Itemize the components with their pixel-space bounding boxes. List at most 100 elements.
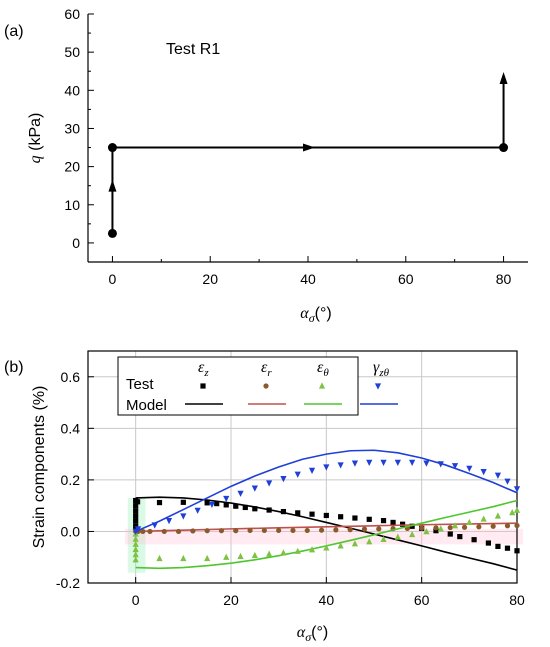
data-point (208, 501, 216, 508)
data-point (290, 527, 296, 534)
y-tick-label: 0 (72, 235, 80, 251)
y-tick-label: 40 (64, 82, 80, 98)
x-axis-label-sub: σ (305, 630, 312, 644)
data-point (394, 533, 401, 540)
y-tick-label: -0.2 (56, 575, 80, 591)
data-point (223, 502, 229, 508)
data-point (447, 524, 453, 531)
data-point (366, 459, 373, 466)
data-point (156, 499, 163, 506)
data-point (251, 551, 258, 559)
y-tick-label: 0.6 (61, 369, 81, 385)
panel-a: (a) 0 10 20 30 40 50 60 0 20 40 60 80 q (kPa) ασ(°) Tes… (4, 6, 528, 325)
data-point (409, 530, 416, 538)
data-point (447, 531, 453, 537)
data-point (140, 528, 146, 535)
y-axis-label-symbol: q (27, 155, 44, 163)
data-point (266, 480, 273, 487)
data-point (466, 518, 473, 526)
data-point (451, 522, 459, 529)
legend-marker (263, 383, 269, 389)
data-point (504, 523, 511, 529)
y-axis-label: q (kPa) (27, 113, 44, 164)
data-point (318, 527, 325, 533)
data-point (451, 463, 459, 470)
data-point (347, 527, 353, 533)
data-point (134, 526, 142, 533)
data-point (361, 526, 368, 532)
legend-marker (318, 382, 326, 389)
model-line (135, 449, 518, 533)
data-point (352, 515, 358, 521)
data-point (409, 459, 416, 466)
data-point (514, 522, 520, 529)
data-point (400, 521, 406, 527)
data-point (223, 553, 230, 560)
legend-header-symbol: ε (261, 359, 268, 376)
x-tick-label: 20 (202, 271, 218, 287)
data-point (495, 543, 501, 549)
x-tick-label: 20 (223, 592, 239, 608)
data-point (132, 535, 139, 542)
data-point (366, 516, 372, 522)
data-point (266, 550, 273, 557)
legend-row-test: Test (126, 376, 154, 393)
data-point (423, 460, 430, 467)
data-point (514, 548, 520, 554)
data-point (294, 471, 301, 478)
x-axis-label-sub: σ (309, 311, 316, 325)
data-point (337, 542, 344, 549)
data-point (485, 540, 491, 546)
legend-header-0: εz (198, 359, 209, 379)
data-point (223, 495, 230, 503)
x-tick-label: 60 (414, 592, 430, 608)
stress-path-point (499, 143, 509, 153)
legend-row-model: Model (126, 397, 167, 414)
data-point (480, 515, 487, 522)
data-point (280, 549, 287, 556)
panel-b-label: (b) (4, 359, 24, 376)
x-axis-label-symbol: α (300, 305, 309, 322)
data-point (175, 528, 182, 535)
data-point (409, 523, 415, 529)
legend-header-sub: θ (323, 367, 329, 379)
data-point (308, 467, 316, 474)
data-point (390, 519, 396, 526)
data-point (237, 490, 244, 497)
data-point (276, 527, 282, 534)
data-point (351, 540, 359, 547)
data-point (323, 544, 330, 551)
data-point (323, 512, 329, 519)
data-point (214, 501, 220, 507)
x-axis-label-unit: (°) (315, 305, 332, 322)
data-point (190, 528, 196, 534)
model-line (135, 522, 518, 533)
data-point (194, 507, 201, 514)
x-axis-label: ασ(°) (300, 305, 331, 325)
data-point (266, 507, 272, 513)
data-point (218, 528, 225, 534)
test-annotation: Test R1 (166, 41, 220, 58)
legend-header-3: γzθ (373, 359, 390, 379)
data-point (261, 527, 267, 534)
legend-header-1: εr (261, 359, 272, 379)
data-point (509, 509, 516, 516)
data-point (338, 514, 344, 520)
y-tick-label: 30 (64, 120, 80, 136)
data-point (295, 510, 301, 516)
x-tick-label: 0 (132, 592, 140, 608)
data-point (351, 460, 359, 467)
data-point (247, 527, 253, 534)
data-point (494, 512, 502, 519)
data-point (376, 526, 382, 532)
series-3 (132, 449, 521, 536)
x-tick-label: 0 (109, 271, 117, 287)
path-arrow-up (108, 179, 117, 192)
legend-header-symbol: γ (373, 359, 380, 376)
model-line (135, 496, 518, 571)
stress-path-point (107, 228, 117, 238)
data-point (280, 508, 287, 515)
legend-header-2: εθ (317, 359, 329, 379)
x-axis-label-unit: (°) (311, 624, 328, 641)
data-point (490, 523, 496, 529)
